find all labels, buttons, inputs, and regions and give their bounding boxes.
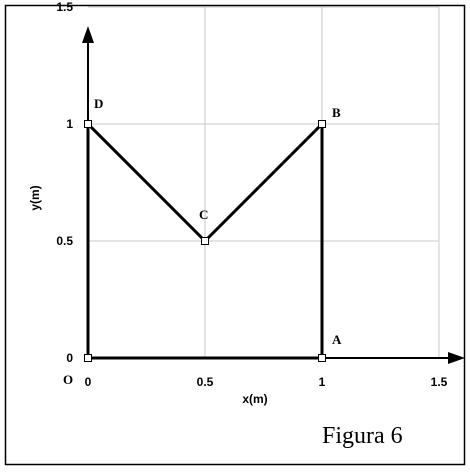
x-tick-label: 0 bbox=[85, 375, 92, 389]
x-axis-arrow-icon bbox=[448, 352, 465, 364]
node-label-c: C bbox=[199, 207, 208, 222]
y-tick-label: 1 bbox=[66, 117, 73, 131]
node-labels: A B C D bbox=[94, 96, 342, 347]
node-label-d: D bbox=[94, 96, 103, 111]
y-tick-label: 0 bbox=[66, 351, 73, 365]
member-polyline bbox=[86, 120, 324, 360]
structure-members bbox=[86, 120, 324, 360]
y-tick-label: 1.5 bbox=[56, 0, 73, 14]
y-axis-label: y(m) bbox=[28, 185, 42, 210]
x-tick-label: 0.5 bbox=[197, 375, 214, 389]
y-axis-arrow-icon bbox=[82, 26, 94, 43]
x-tick-label: 1 bbox=[319, 375, 326, 389]
node-marker bbox=[84, 354, 92, 362]
x-axis-label: x(m) bbox=[242, 392, 267, 406]
y-tick-label: 0.5 bbox=[56, 234, 73, 248]
x-tick-label: 1.5 bbox=[431, 375, 448, 389]
figure-frame bbox=[4, 4, 466, 466]
node-marker bbox=[318, 120, 326, 128]
node-marker bbox=[201, 237, 209, 245]
node-marker bbox=[318, 354, 326, 362]
node-label-b: B bbox=[332, 105, 341, 120]
figure-caption: Figura 6 bbox=[322, 423, 403, 449]
tick-labels: 0 0.5 1 1.5 0 0.5 1 1.5 bbox=[56, 0, 447, 389]
node-marker bbox=[84, 120, 92, 128]
origin-label: O bbox=[63, 372, 73, 387]
node-label-a: A bbox=[332, 332, 342, 347]
node-markers bbox=[84, 120, 326, 362]
